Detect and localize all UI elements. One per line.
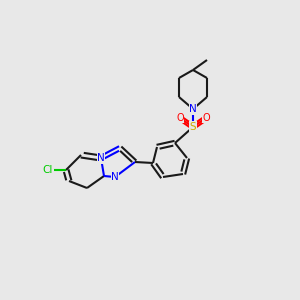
Text: N: N xyxy=(111,172,119,182)
Text: N: N xyxy=(97,153,105,163)
Text: O: O xyxy=(202,113,210,123)
Text: Cl: Cl xyxy=(43,165,53,175)
Text: S: S xyxy=(190,122,196,132)
Text: O: O xyxy=(176,113,184,123)
Text: N: N xyxy=(189,104,197,114)
